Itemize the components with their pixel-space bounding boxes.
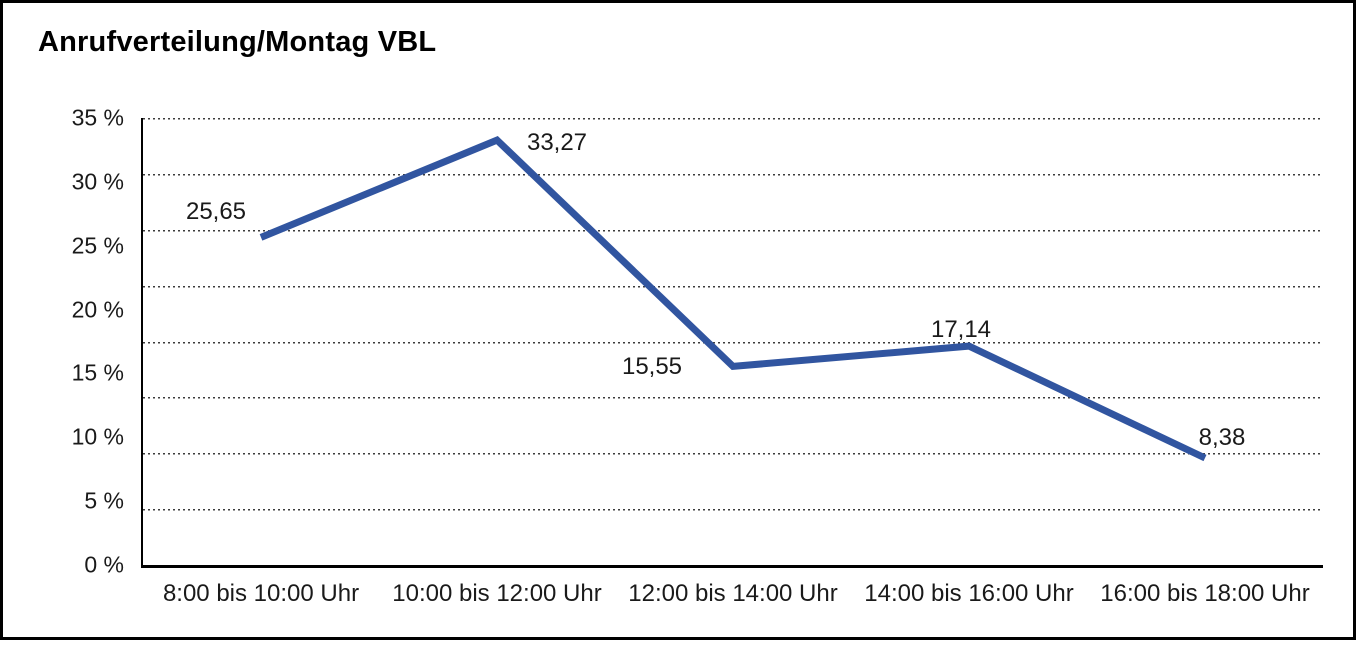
y-axis: 35 % 30 % 25 % 20 % 15 % 10 % 5 % 0 % xyxy=(0,105,130,578)
gridline xyxy=(143,509,1323,512)
data-point-label: 25,65 xyxy=(185,198,247,226)
x-axis-category-label: 8:00 bis 10:00 Uhr xyxy=(162,580,360,607)
data-point-label: 33,27 xyxy=(526,129,588,157)
data-point-label: 17,14 xyxy=(930,316,992,344)
x-axis-category-label: 14:00 bis 16:00 Uhr xyxy=(864,580,1074,607)
x-axis: 8:00 bis 10:00 Uhr 10:00 bis 12:00 Uhr 12:… xyxy=(143,580,1323,616)
y-axis-tick-label: 10 % xyxy=(71,423,124,450)
y-axis-tick-label: 25 % xyxy=(71,232,124,259)
x-axis-category-label: 16:00 bis 18:00 Uhr xyxy=(1100,580,1310,607)
y-axis-tick-label: 5 % xyxy=(84,487,124,514)
y-axis-tick-label: 30 % xyxy=(71,168,124,195)
y-axis-tick-label: 20 % xyxy=(71,296,124,323)
chart-title: Anrufverteilung/Montag VBL xyxy=(38,26,437,58)
y-axis-tick-label: 0 % xyxy=(84,551,124,578)
x-axis-category-label: 12:00 bis 14:00 Uhr xyxy=(628,580,838,607)
gridline xyxy=(143,341,1323,344)
y-axis-line xyxy=(141,118,143,568)
y-axis-tick-label: 35 % xyxy=(71,104,124,131)
x-axis-line xyxy=(141,565,1323,568)
gridline xyxy=(143,285,1323,288)
gridline xyxy=(143,229,1323,232)
y-axis-tick-label: 15 % xyxy=(71,359,124,386)
plot-area: 25,65 33,27 15,55 17,14 8,38 xyxy=(143,118,1323,565)
line-series-svg xyxy=(259,135,1207,462)
gridline xyxy=(143,118,1323,120)
gridline xyxy=(143,173,1323,176)
gridline xyxy=(143,397,1323,400)
x-axis-category-label: 10:00 bis 12:00 Uhr xyxy=(392,580,602,607)
data-point-label: 8,38 xyxy=(1198,423,1246,451)
gridline xyxy=(143,453,1323,456)
data-point-label: 15,55 xyxy=(621,353,683,381)
data-line xyxy=(259,135,1207,462)
